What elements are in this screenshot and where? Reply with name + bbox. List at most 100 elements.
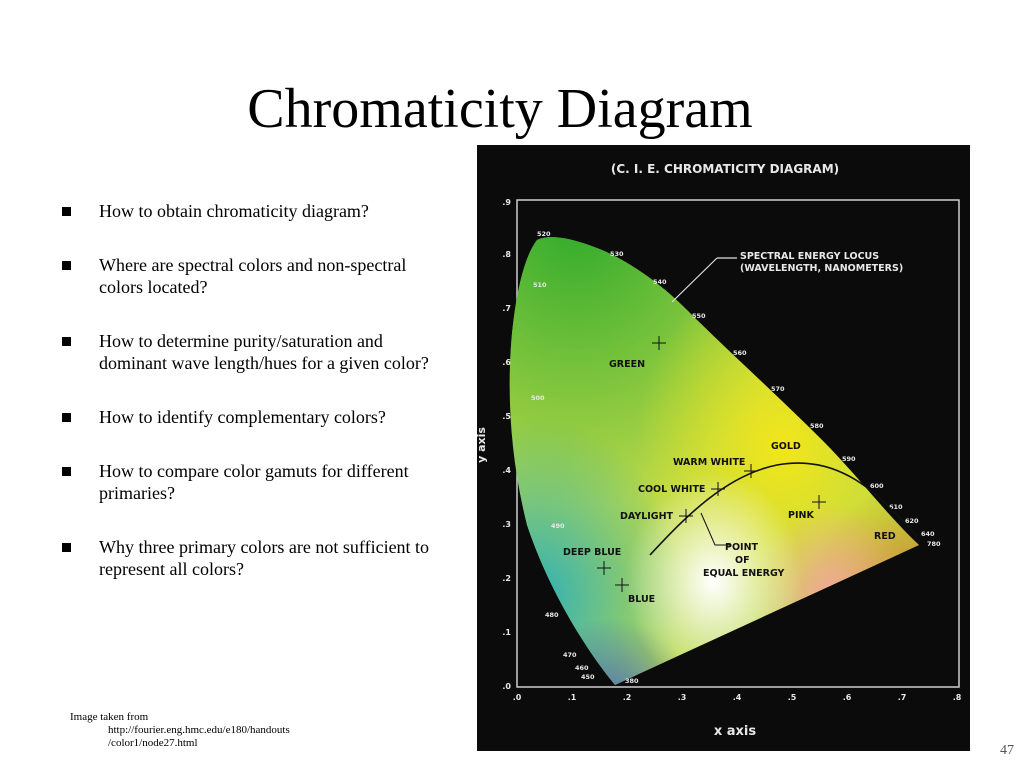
color-point-markers [597,336,826,592]
wavelength-label: 380 [625,677,639,685]
wavelength-label: 530 [610,250,624,258]
cie-diagram-image: (C. I. E. CHROMATICITY DIAGRAM) .0 .1 .2… [477,145,970,751]
daylight-marker [679,509,693,523]
y-tick-label: .7 [502,304,511,313]
wavelength-label: 640 [921,530,935,538]
green-marker [652,336,666,350]
wavelength-label: 500 [531,394,545,402]
equal-energy-label: POINT [725,542,759,553]
pink-marker [812,495,826,509]
warm-white-marker [744,464,758,478]
x-tick-label: .6 [843,693,852,702]
bullet-item: How to determine purity/saturation and d… [62,330,452,374]
wavelength-label: 480 [545,611,559,619]
bullet-list: How to obtain chromaticity diagram? Wher… [62,200,452,612]
blackbody-curve [649,462,918,556]
chromaticity-region [509,237,920,685]
wavelength-label: 570 [771,385,785,393]
blue-label: BLUE [628,594,655,605]
deep-blue-marker [597,561,611,575]
green-label: GREEN [609,359,645,370]
bullet-text: How to identify complementary colors? [99,407,386,427]
y-tick-label: .2 [502,574,511,583]
locus-label: (WAVELENGTH, NANOMETERS) [740,263,903,274]
wavelength-label: 590 [842,455,856,463]
warm-white-label: WARM WHITE [673,457,745,468]
x-tick-label: .3 [678,693,687,702]
wavelength-label: 550 [692,312,706,320]
bullet-text: How to compare color gamuts for differen… [99,461,409,503]
wavelength-label: 510 [533,281,547,289]
wavelength-label: 780 [927,540,941,548]
square-bullet-icon [62,207,71,216]
figure-title: (C. I. E. CHROMATICITY DIAGRAM) [611,162,839,176]
credit-text: Image taken from [70,711,149,723]
y-tick-label: .9 [502,198,511,207]
bullet-text: How to obtain chromaticity diagram? [99,201,369,221]
wavelength-label: 540 [653,278,667,286]
wavelength-label: 470 [563,651,577,659]
bullet-text: Why three primary colors are not suffici… [99,537,430,579]
square-bullet-icon [62,543,71,552]
daylight-label: DAYLIGHT [620,511,674,522]
wavelength-label: 560 [733,349,747,357]
slide-title: Chromaticity Diagram [247,78,753,140]
wavelength-labels: 520 530 540 550 560 570 580 590 600 610 … [531,230,941,685]
square-bullet-icon [62,337,71,346]
blue-marker [615,578,629,592]
x-tick-label: .8 [953,693,962,702]
bullet-text: Where are spectral colors and non-spectr… [99,255,407,297]
bullet-text: How to determine purity/saturation and d… [99,331,429,373]
square-bullet-icon [62,261,71,270]
x-tick-label: .2 [623,693,632,702]
bullet-item: Where are spectral colors and non-spectr… [62,254,452,298]
x-tick-label: .7 [898,693,907,702]
equal-energy-label: EQUAL ENERGY [703,568,785,579]
bullet-item: How to obtain chromaticity diagram? [62,200,452,222]
bullet-item: How to identify complementary colors? [62,406,452,428]
y-axis-label: y axis [477,427,488,463]
locus-callout-line [671,257,718,303]
pink-label: PINK [788,510,814,521]
image-credit: Image taken from http://fourier.eng.hmc.… [70,711,290,750]
region-labels: GREEN GOLD WARM WHITE COOL WHITE DAYLIGH… [563,359,896,605]
equal-energy-label: OF [735,555,750,566]
gold-label: GOLD [771,441,801,452]
wavelength-label: 450 [581,673,595,681]
x-tick-label: .5 [788,693,797,702]
x-axis: .0 .1 .2 .3 .4 .5 .6 .7 .8 [513,693,962,702]
y-tick-label: .0 [502,682,511,691]
wavelength-label: 600 [870,482,884,490]
red-label: RED [874,531,896,542]
wavelength-label: 520 [537,230,551,238]
y-tick-label: .4 [502,466,511,475]
y-axis: .0 .1 .2 .3 .4 .5 .6 .7 .8 .9 [502,198,511,691]
bullet-item: How to compare color gamuts for differen… [62,460,452,504]
credit-url-line-1: http://fourier.eng.hmc.edu/e180/handouts [108,724,290,736]
deep-blue-label: DEEP BLUE [563,547,621,558]
wavelength-label: 460 [575,664,589,672]
y-tick-label: .5 [502,412,511,421]
wavelength-label: 610 [889,503,903,511]
x-tick-label: .1 [568,693,577,702]
x-tick-label: .4 [733,693,742,702]
y-tick-label: .8 [502,250,511,259]
y-tick-label: .1 [502,628,511,637]
y-tick-label: .3 [502,520,511,529]
equal-energy-pointer [700,512,730,546]
bullet-item: Why three primary colors are not suffici… [62,536,452,580]
cool-white-label: COOL WHITE [638,484,705,495]
x-tick-label: .0 [513,693,522,702]
square-bullet-icon [62,467,71,476]
wavelength-label: 490 [551,522,565,530]
x-axis-label: x axis [714,724,757,739]
cool-white-marker [711,482,725,496]
square-bullet-icon [62,413,71,422]
wavelength-label: 620 [905,517,919,525]
credit-url-line-2: /color1/node27.html [108,737,198,749]
locus-label: SPECTRAL ENERGY LOCUS [740,251,879,262]
slide-number: 47 [1000,743,1014,758]
y-tick-label: .6 [502,358,511,367]
wavelength-label: 580 [810,422,824,430]
cie-diagram-svg: (C. I. E. CHROMATICITY DIAGRAM) .0 .1 .2… [477,162,962,739]
